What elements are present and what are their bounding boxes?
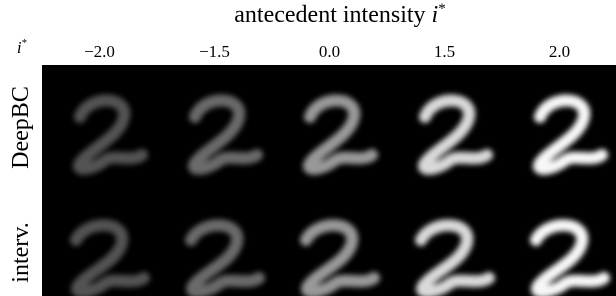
- column-label: 1.5: [434, 42, 455, 61]
- title-text: antecedent intensity: [234, 2, 425, 28]
- figure: antecedent intensity i* i* −2.0−1.50.01.…: [0, 0, 616, 296]
- column-label: 0.0: [319, 42, 340, 61]
- figure-title: antecedent intensity i*: [234, 1, 445, 28]
- title-variable: i: [432, 2, 439, 28]
- row-label: DeepBC: [8, 86, 34, 169]
- corner-superscript: *: [22, 37, 28, 49]
- title-superscript: *: [438, 1, 446, 17]
- row-label: interv.: [8, 222, 34, 282]
- corner-label: i*: [17, 37, 27, 57]
- column-label: 2.0: [549, 42, 570, 61]
- column-label: −1.5: [199, 42, 230, 61]
- column-label: −2.0: [84, 42, 115, 61]
